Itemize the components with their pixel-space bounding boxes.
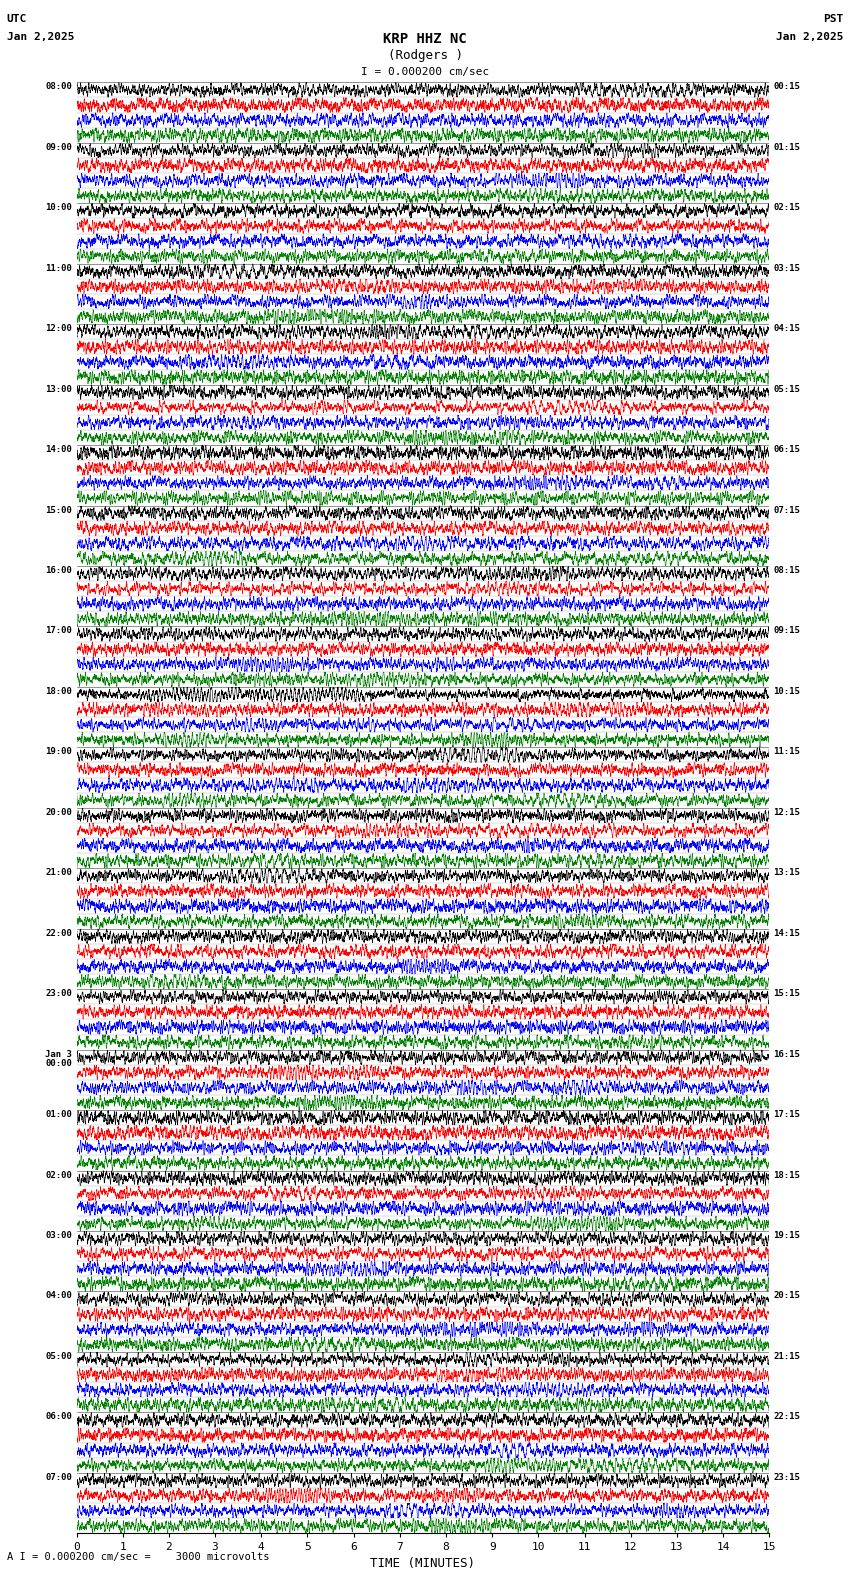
Text: 02:15: 02:15: [774, 203, 801, 212]
Text: 16:00: 16:00: [45, 565, 72, 575]
Text: 16:15: 16:15: [774, 1050, 801, 1058]
Text: 11:00: 11:00: [45, 263, 72, 272]
Text: 08:00: 08:00: [45, 82, 72, 92]
Text: 14:15: 14:15: [774, 928, 801, 938]
Text: 23:15: 23:15: [774, 1473, 801, 1483]
Text: 09:00: 09:00: [45, 143, 72, 152]
Text: 13:00: 13:00: [45, 385, 72, 394]
Text: Jan 2,2025: Jan 2,2025: [7, 32, 74, 41]
Text: KRP HHZ NC: KRP HHZ NC: [383, 32, 467, 46]
Text: 17:15: 17:15: [774, 1110, 801, 1120]
Text: 10:15: 10:15: [774, 687, 801, 695]
Text: 05:15: 05:15: [774, 385, 801, 394]
Text: 08:15: 08:15: [774, 565, 801, 575]
Text: 12:00: 12:00: [45, 325, 72, 333]
Text: 19:15: 19:15: [774, 1231, 801, 1240]
Text: 07:00: 07:00: [45, 1473, 72, 1483]
Text: 21:15: 21:15: [774, 1353, 801, 1361]
X-axis label: TIME (MINUTES): TIME (MINUTES): [371, 1557, 475, 1570]
Text: 22:00: 22:00: [45, 928, 72, 938]
Text: 15:15: 15:15: [774, 988, 801, 998]
Text: 02:00: 02:00: [45, 1171, 72, 1180]
Text: 19:00: 19:00: [45, 748, 72, 757]
Text: 11:15: 11:15: [774, 748, 801, 757]
Text: 14:00: 14:00: [45, 445, 72, 455]
Text: 15:00: 15:00: [45, 505, 72, 515]
Text: Jan 2,2025: Jan 2,2025: [776, 32, 843, 41]
Text: 06:00: 06:00: [45, 1413, 72, 1421]
Text: 04:15: 04:15: [774, 325, 801, 333]
Text: 20:15: 20:15: [774, 1291, 801, 1300]
Text: 09:15: 09:15: [774, 627, 801, 635]
Text: 03:00: 03:00: [45, 1231, 72, 1240]
Text: 05:00: 05:00: [45, 1353, 72, 1361]
Text: 01:00: 01:00: [45, 1110, 72, 1120]
Text: 03:15: 03:15: [774, 263, 801, 272]
Text: 17:00: 17:00: [45, 627, 72, 635]
Text: 10:00: 10:00: [45, 203, 72, 212]
Text: 12:15: 12:15: [774, 808, 801, 817]
Text: 04:00: 04:00: [45, 1291, 72, 1300]
Text: 18:15: 18:15: [774, 1171, 801, 1180]
Text: UTC: UTC: [7, 14, 27, 24]
Text: Jan 3
00:00: Jan 3 00:00: [45, 1050, 72, 1068]
Text: 18:00: 18:00: [45, 687, 72, 695]
Text: 06:15: 06:15: [774, 445, 801, 455]
Text: PST: PST: [823, 14, 843, 24]
Text: A I = 0.000200 cm/sec =    3000 microvolts: A I = 0.000200 cm/sec = 3000 microvolts: [7, 1552, 269, 1562]
Text: 00:15: 00:15: [774, 82, 801, 92]
Text: 20:00: 20:00: [45, 808, 72, 817]
Text: 13:15: 13:15: [774, 868, 801, 878]
Text: 23:00: 23:00: [45, 988, 72, 998]
Text: (Rodgers ): (Rodgers ): [388, 49, 462, 62]
Text: 22:15: 22:15: [774, 1413, 801, 1421]
Text: 07:15: 07:15: [774, 505, 801, 515]
Text: 01:15: 01:15: [774, 143, 801, 152]
Text: I = 0.000200 cm/sec: I = 0.000200 cm/sec: [361, 67, 489, 76]
Text: 21:00: 21:00: [45, 868, 72, 878]
